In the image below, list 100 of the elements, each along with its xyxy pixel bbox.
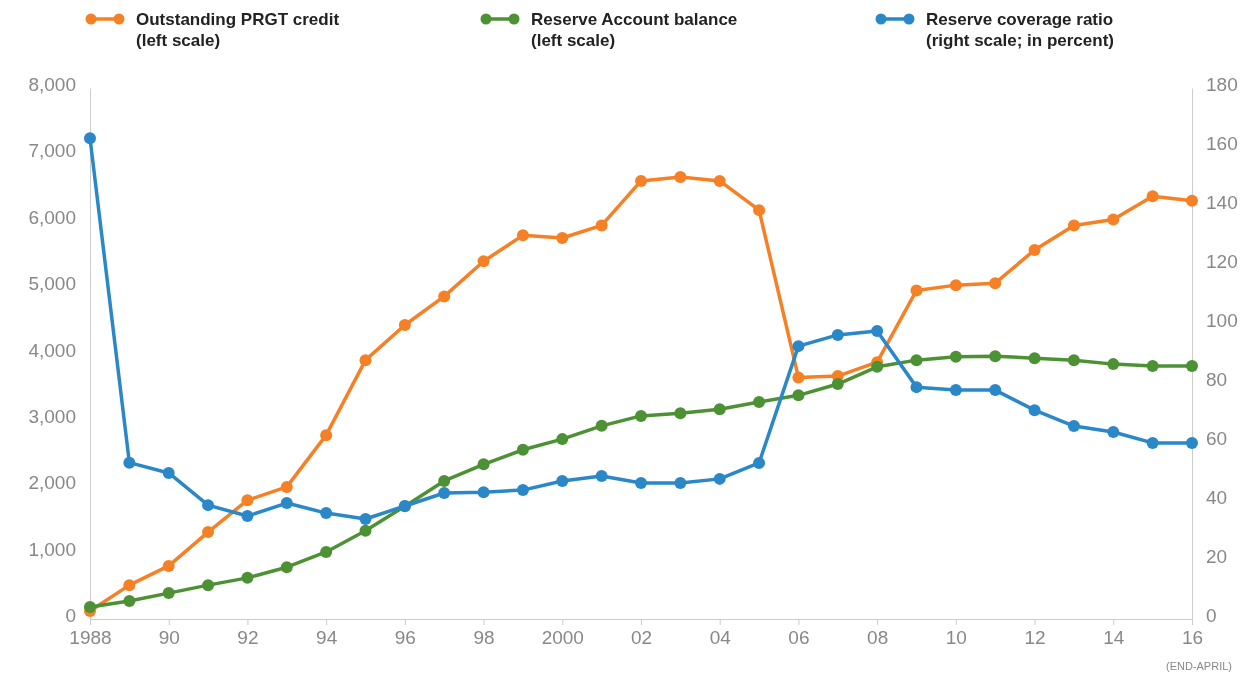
point	[1028, 352, 1041, 365]
point	[1067, 219, 1080, 232]
point	[910, 381, 923, 394]
point	[871, 360, 884, 373]
point	[1028, 243, 1041, 256]
y2-tick-label: 0	[1206, 605, 1217, 627]
x-tick-label: 10	[945, 627, 967, 649]
y2-tick-label: 100	[1206, 310, 1238, 332]
y2-tick-label: 20	[1206, 546, 1228, 568]
point	[753, 395, 766, 408]
x-tick-label: 2000	[541, 627, 584, 649]
y2-tick-label: 60	[1206, 428, 1228, 450]
point	[635, 477, 647, 490]
y-tick-label: 1,000	[28, 538, 76, 560]
point	[1067, 420, 1080, 433]
point	[792, 389, 805, 402]
point	[989, 350, 1002, 363]
point	[320, 545, 333, 558]
point	[1146, 436, 1159, 449]
point	[162, 559, 175, 572]
point	[1146, 190, 1159, 203]
point	[123, 595, 136, 608]
point	[595, 469, 608, 482]
point	[241, 494, 254, 507]
point	[556, 474, 569, 487]
legend-label: Reserve Account balance (left scale)	[531, 10, 738, 51]
point	[635, 409, 647, 422]
point	[1067, 354, 1080, 367]
point	[241, 510, 254, 523]
point	[477, 486, 490, 499]
point	[359, 354, 372, 367]
y-tick-label: 2,000	[28, 472, 76, 494]
point	[713, 472, 726, 485]
y2-tick-label: 40	[1206, 487, 1228, 509]
point	[1186, 436, 1198, 449]
point	[713, 174, 726, 187]
point	[1186, 194, 1198, 207]
point	[359, 513, 372, 525]
y-tick-label: 5,000	[28, 273, 76, 295]
point	[84, 132, 96, 145]
point	[556, 232, 569, 245]
x-tick-label: 08	[867, 627, 889, 649]
point	[595, 419, 608, 432]
legend-label: Reserve coverage ratio (right scale; in percent)	[926, 10, 1114, 51]
point	[438, 290, 451, 303]
point	[1028, 404, 1041, 417]
x-tick-label: 16	[1181, 627, 1204, 649]
x-tick-label: 98	[473, 627, 495, 649]
point	[477, 255, 490, 268]
point	[123, 456, 136, 469]
text: (END-APRIL)	[1165, 660, 1232, 672]
point	[753, 204, 766, 217]
point	[871, 325, 884, 338]
point	[910, 284, 923, 297]
point	[792, 340, 805, 353]
x-tick-label: 14	[1103, 627, 1125, 649]
point	[989, 384, 1002, 397]
point	[1146, 360, 1159, 373]
y2-tick-label: 180	[1206, 74, 1238, 96]
point	[162, 466, 175, 479]
y-tick-label: 4,000	[28, 339, 76, 361]
point	[713, 403, 726, 416]
y-tick-label: 7,000	[28, 140, 76, 162]
point	[438, 474, 451, 487]
y2-tick-label: 160	[1206, 133, 1238, 155]
y-tick-label: 3,000	[28, 405, 76, 427]
x-tick-label: 96	[394, 627, 416, 649]
point	[674, 407, 687, 420]
point	[516, 484, 529, 497]
point	[84, 601, 96, 614]
point	[1107, 358, 1120, 371]
point	[123, 579, 136, 592]
point	[280, 480, 293, 493]
point	[516, 229, 529, 242]
x-tick-label: 90	[158, 627, 180, 649]
point	[280, 497, 293, 510]
point	[516, 443, 529, 456]
x-tick-label: 06	[788, 627, 810, 649]
x-tick-label: 12	[1024, 627, 1046, 649]
point	[320, 429, 333, 442]
point	[438, 487, 451, 500]
point	[477, 458, 490, 471]
point	[1186, 360, 1198, 373]
point	[949, 279, 962, 292]
point	[1107, 425, 1120, 438]
x-tick-label: 94	[316, 627, 338, 649]
point	[202, 579, 215, 592]
y-tick-label: 0	[65, 605, 76, 627]
x-tick-label: 02	[630, 627, 653, 649]
point	[949, 384, 962, 397]
point	[556, 433, 569, 446]
point	[202, 499, 215, 512]
y-tick-label: 6,000	[28, 206, 76, 228]
point	[831, 378, 844, 391]
point	[398, 318, 411, 331]
point	[753, 456, 766, 469]
point	[595, 219, 608, 232]
x-tick-label: 1988	[69, 627, 112, 649]
point	[1107, 213, 1120, 226]
legend-label: Outstanding PRGT credit (left scale)	[136, 10, 340, 51]
